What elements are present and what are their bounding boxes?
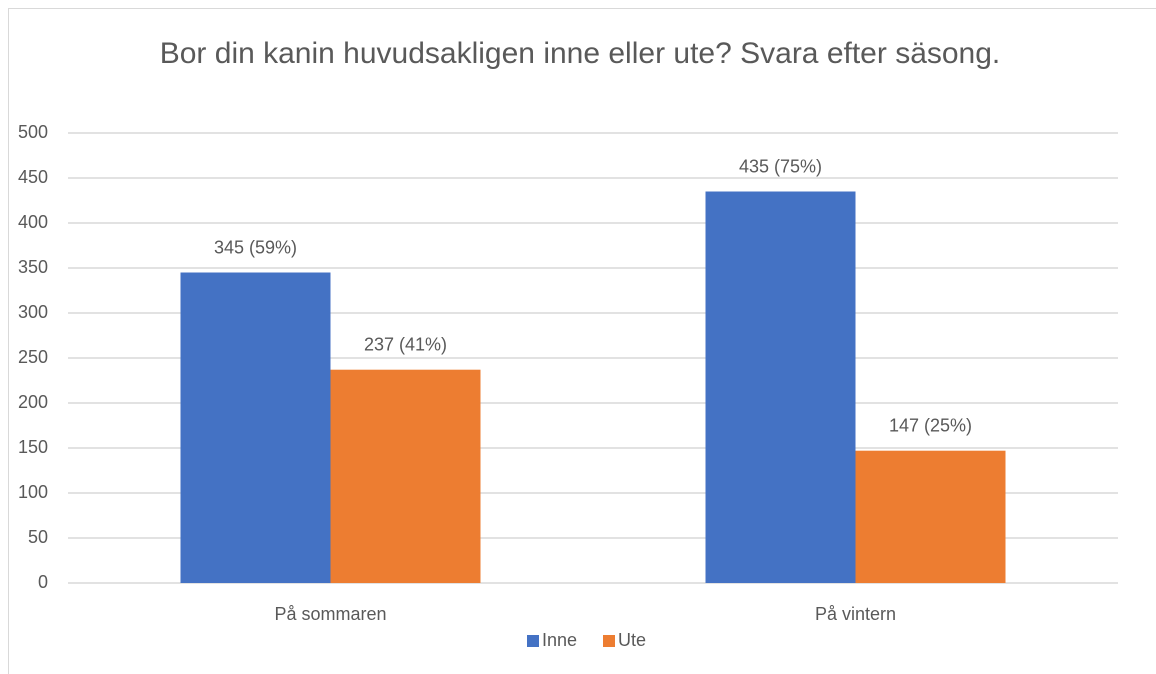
bar [180,272,331,583]
legend-swatch [603,635,615,647]
legend-label: Inne [542,630,577,650]
y-tick-label: 200 [18,392,48,412]
y-tick-label: 250 [18,347,48,367]
y-tick-label: 0 [38,572,48,592]
bar [855,450,1006,583]
data-label: 435 (75%) [739,156,822,176]
data-label: 345 (59%) [214,237,297,257]
y-tick-label: 450 [18,167,48,187]
y-tick-label: 150 [18,437,48,457]
chart-border [8,8,1156,674]
y-tick-label: 350 [18,257,48,277]
bar [330,369,481,583]
chart-title: Bor din kanin huvudsakligen inne eller u… [159,37,1001,70]
bar [705,191,856,583]
data-label: 237 (41%) [364,334,447,354]
x-tick-label: På sommaren [274,604,386,624]
y-tick-label: 500 [18,122,48,142]
y-tick-label: 400 [18,212,48,232]
x-tick-label: På vintern [815,604,896,624]
y-tick-label: 300 [18,302,48,322]
y-tick-label: 50 [28,527,48,547]
y-tick-label: 100 [18,482,48,502]
legend-swatch [527,635,539,647]
data-label: 147 (25%) [889,415,972,435]
legend-label: Ute [618,630,646,650]
